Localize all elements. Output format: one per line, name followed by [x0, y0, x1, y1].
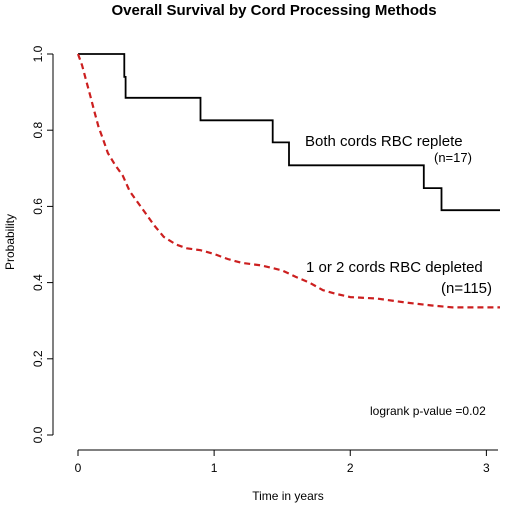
y-tick-label-0: 0.0	[31, 426, 45, 443]
series-group	[76, 53, 500, 309]
y-tick-label-3: 0.6	[31, 198, 45, 215]
y-axis-label: Probability	[3, 214, 17, 270]
y-tick-label-4: 0.8	[31, 122, 45, 139]
annotation-pvalue: logrank p-value =0.02	[370, 404, 486, 418]
chart-title: Overall Survival by Cord Processing Meth…	[111, 2, 436, 19]
y-ticks: 0.0 0.2 0.4 0.6 0.8 1.0	[31, 45, 53, 443]
annotation-replete-n: (n=17)	[434, 150, 472, 165]
series-line-1	[76, 53, 500, 309]
x-ticks: 0 1 2 3	[75, 450, 490, 475]
x-tick-label-3: 3	[483, 461, 490, 475]
x-tick-label-1: 1	[211, 461, 218, 475]
series-line-0	[78, 53, 500, 212]
annotation-replete-label: Both cords RBC replete	[305, 133, 463, 150]
annotation-depleted-label: 1 or 2 cords RBC depleted	[306, 259, 483, 276]
y-tick-label-2: 0.4	[31, 274, 45, 291]
x-axis: 0 1 2 3	[75, 449, 498, 475]
y-tick-label-5: 1.0	[31, 45, 45, 62]
x-tick-label-2: 2	[347, 461, 354, 475]
x-axis-label: Time in years	[252, 489, 324, 503]
y-axis: 0.0 0.2 0.4 0.6 0.8 1.0	[31, 45, 54, 443]
annotation-depleted-n: (n=115)	[441, 280, 492, 297]
x-tick-label-0: 0	[75, 461, 82, 475]
y-tick-label-1: 0.2	[31, 350, 45, 367]
